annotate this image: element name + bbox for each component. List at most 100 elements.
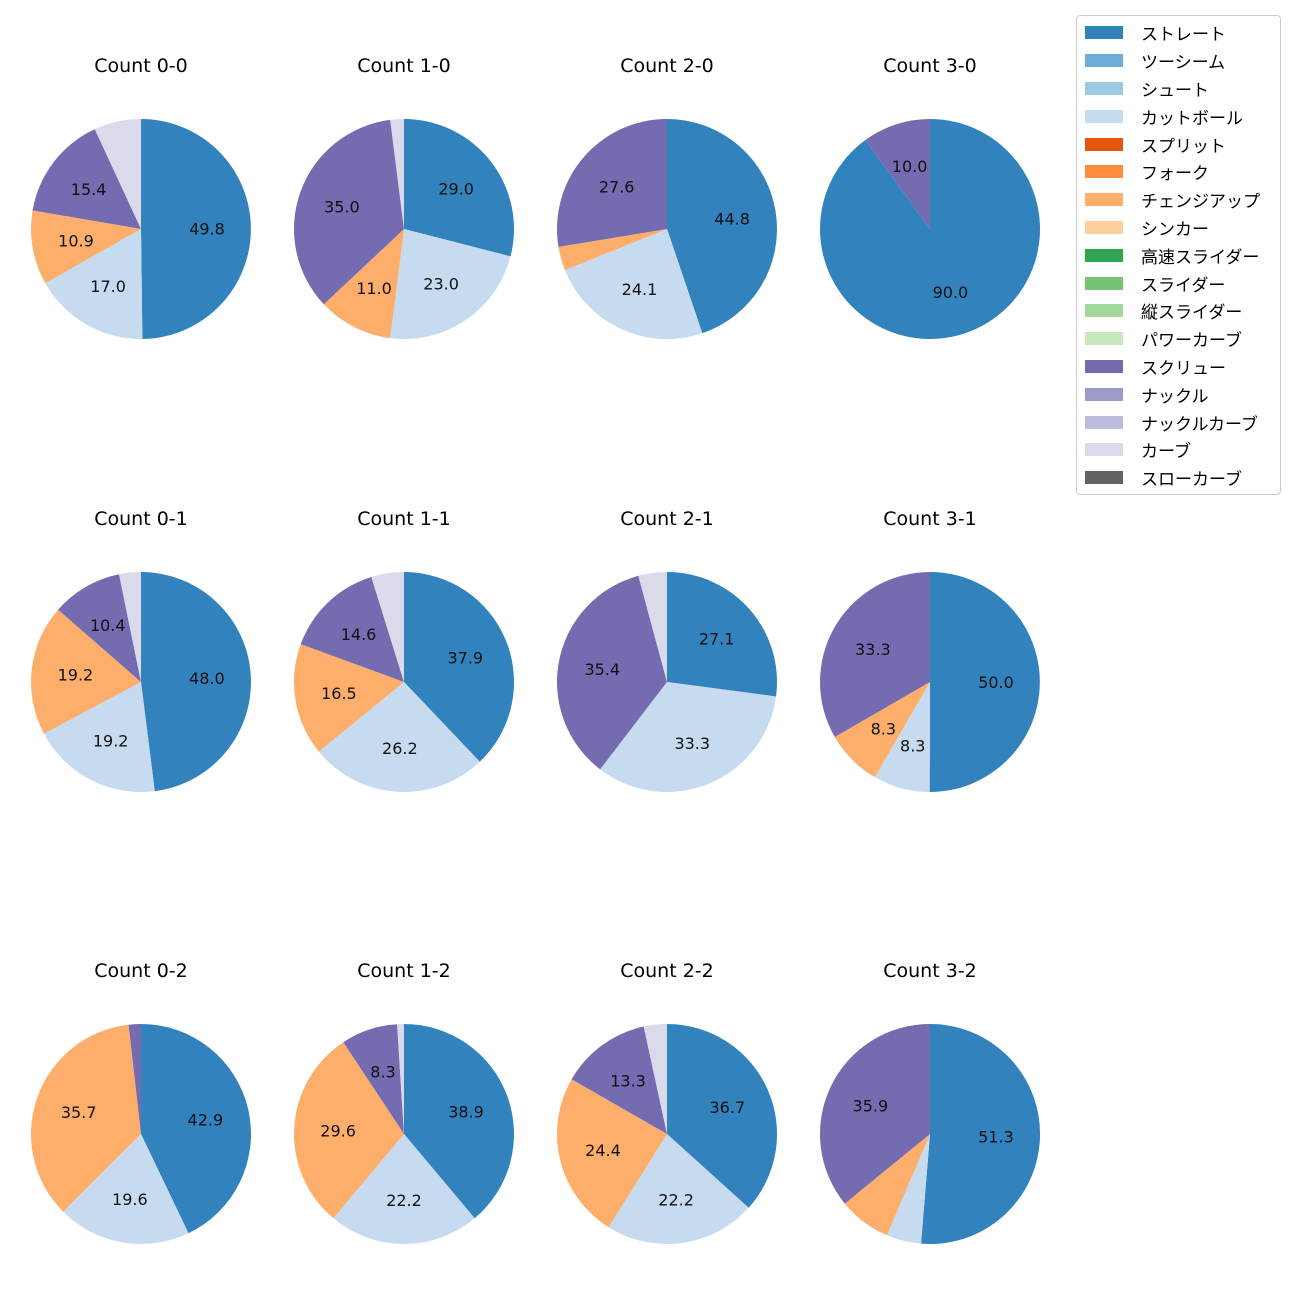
legend-item: シュート: [1077, 75, 1280, 103]
pie-slice: [600, 682, 777, 792]
pie-slice: [63, 1134, 189, 1244]
pie-slice: [31, 210, 141, 284]
pie-slice: [667, 1024, 778, 1208]
pie-slice-label: 10.9: [58, 231, 94, 250]
legend-item: ストレート: [1077, 19, 1280, 47]
legend-label: 縦スライダー: [1141, 303, 1243, 324]
pie-slice-label: 19.6: [112, 1190, 148, 1209]
pie-slice-label: 27.6: [599, 177, 635, 196]
pie-chart: Count 0-2 42.9 19.6 35.7: [31, 960, 251, 1244]
pie-slice-label: 44.8: [714, 209, 750, 228]
legend-swatch: [1085, 304, 1123, 318]
legend-swatch: [1085, 220, 1123, 234]
pie-slice: [404, 1024, 514, 1219]
pie-slice: [819, 1023, 930, 1204]
pie-chart: Count 1-0 29.0 23.0 11.0 35.0: [293, 55, 514, 339]
pie-slice-label: 29.6: [320, 1121, 356, 1140]
legend-label: チェンジアップ: [1141, 192, 1260, 213]
pie-slice: [333, 1134, 475, 1244]
pie-chart: Count 2-1 27.1 33.3 35.4: [557, 508, 777, 792]
pie-title: Count 1-2: [357, 960, 451, 982]
pie-slice: [318, 682, 480, 792]
pie-slice-label: 10.4: [90, 616, 126, 635]
pie-slice-label: 38.9: [448, 1102, 484, 1121]
pie-slice: [556, 1079, 667, 1228]
pie-slice: [128, 1024, 141, 1134]
legend-item: スプリット: [1077, 130, 1280, 158]
pie-slice-label: 16.5: [321, 684, 357, 703]
pie-slice: [141, 119, 251, 339]
pie-slice: [31, 1024, 141, 1212]
pie-chart: Count 3-2 51.3 35.9: [819, 960, 1041, 1244]
pie-slice-label: 8.3: [871, 720, 896, 739]
legend-swatch: [1085, 54, 1123, 68]
pie-slice-label: 33.3: [674, 734, 710, 753]
legend-item: ツーシーム: [1077, 47, 1280, 75]
legend-swatch: [1085, 26, 1123, 40]
legend-label: ナックル: [1141, 386, 1209, 407]
pie-slice: [558, 229, 667, 271]
pie-slice-label: 22.2: [386, 1191, 422, 1210]
pie-title: Count 3-2: [883, 960, 977, 982]
pie-slice: [293, 644, 404, 752]
pie-slice: [294, 1042, 404, 1219]
pie-slice-label: 26.2: [382, 739, 418, 758]
pie-slice-label: 51.3: [978, 1128, 1014, 1147]
legend-item: スライダー: [1077, 269, 1280, 297]
pie-slice: [31, 609, 141, 734]
legend-label: パワーカーブ: [1141, 331, 1242, 352]
pie-slice: [323, 229, 404, 339]
pie-chart: Count 1-2 38.9 22.2 29.6 8.3: [294, 960, 514, 1244]
legend-item: カットボール: [1077, 102, 1280, 130]
pie-slice-label: 48.0: [189, 669, 225, 688]
pie-title: Count 1-0: [357, 55, 451, 77]
pie-slice: [571, 1026, 667, 1134]
pie-slice-label: 49.8: [189, 220, 225, 239]
pie-slice-label: 24.1: [622, 280, 658, 299]
pie-slice-label: 8.3: [900, 737, 925, 756]
pie-slice-label: 10.0: [892, 157, 928, 176]
pie-slice: [43, 682, 155, 792]
legend-swatch: [1085, 137, 1123, 151]
legend-swatch: [1085, 165, 1123, 179]
pie-slice: [865, 118, 930, 229]
legend-label: スライダー: [1141, 275, 1226, 296]
legend-swatch: [1085, 276, 1123, 290]
pie-slice-label: 37.9: [447, 649, 483, 668]
legend-swatch: [1085, 359, 1123, 373]
legend-swatch: [1085, 81, 1123, 95]
pie-slice: [874, 682, 930, 792]
pie-slice-label: 42.9: [188, 1110, 224, 1129]
pie-slice: [141, 1024, 251, 1234]
legend-label: シュート: [1141, 80, 1209, 101]
pie-slice: [404, 572, 514, 762]
pie-slice-label: 35.0: [324, 198, 360, 217]
pie-slice-label: 22.2: [658, 1190, 694, 1209]
pie-slice: [638, 572, 667, 682]
pie-slice: [643, 1024, 667, 1134]
legend-swatch: [1085, 193, 1123, 207]
pie-slice-label: 14.6: [341, 625, 377, 644]
legend-item: ナックル: [1077, 380, 1280, 408]
legend-label: ナックルカーブ: [1141, 414, 1258, 435]
pie-slice: [300, 576, 404, 682]
pie-slice-label: 35.4: [584, 660, 620, 679]
pie-slice-label: 24.4: [585, 1141, 621, 1160]
legend-label: スクリュー: [1141, 358, 1226, 379]
legend-item: スクリュー: [1077, 353, 1280, 381]
legend-label: フォーク: [1141, 164, 1209, 185]
pie-slice: [58, 574, 141, 682]
legend-item: チェンジアップ: [1077, 186, 1280, 214]
pie-slice-label: 36.7: [710, 1098, 746, 1117]
pie-slice: [390, 119, 404, 229]
pie-slice-label: 29.0: [438, 180, 474, 199]
pie-slice: [844, 1134, 930, 1236]
pie-slice-label: 15.4: [71, 180, 107, 199]
pie-slice-label: 19.2: [58, 666, 94, 685]
pie-slice: [119, 572, 141, 682]
legend-label: カーブ: [1141, 442, 1191, 463]
pie-slice: [667, 572, 777, 697]
legend-item: 縦スライダー: [1077, 297, 1280, 325]
pie-slice-label: 13.3: [610, 1072, 646, 1091]
pie-chart: Count 0-0 49.8 17.0 10.9 15.4: [31, 55, 251, 339]
